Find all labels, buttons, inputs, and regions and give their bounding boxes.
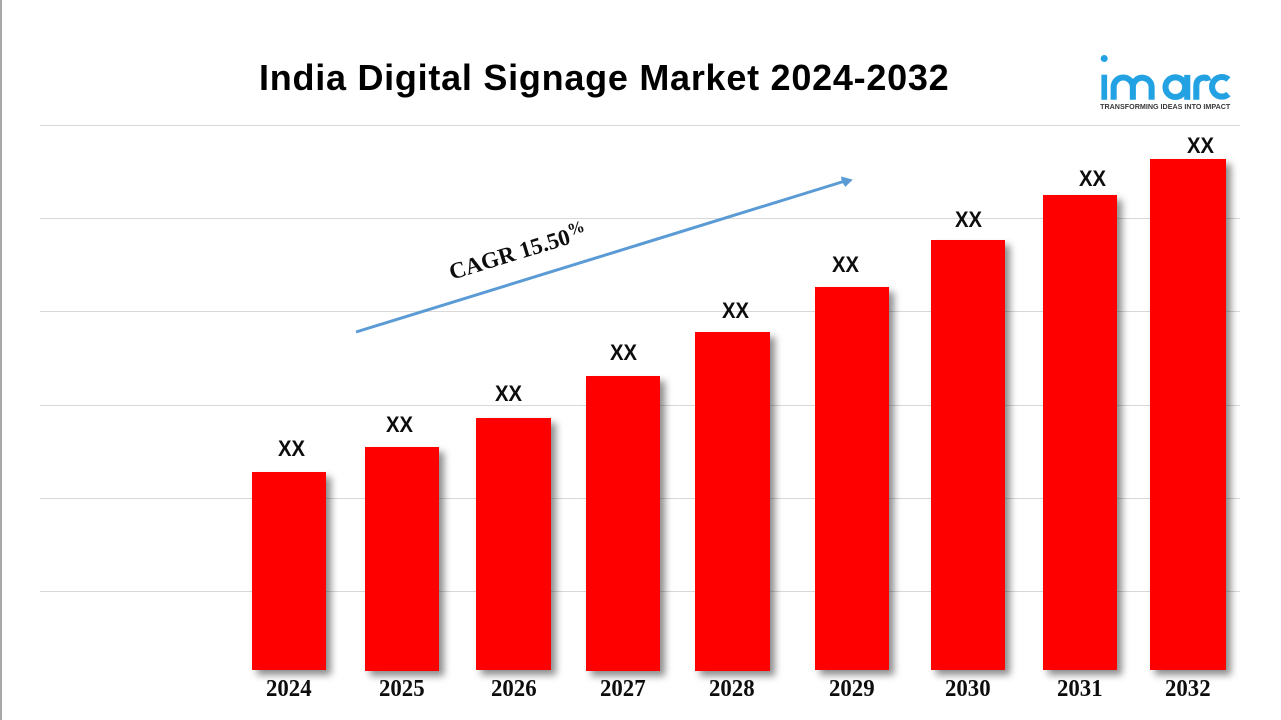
svg-text:TRANSFORMING IDEAS INTO IMPACT: TRANSFORMING IDEAS INTO IMPACT	[1100, 102, 1231, 111]
